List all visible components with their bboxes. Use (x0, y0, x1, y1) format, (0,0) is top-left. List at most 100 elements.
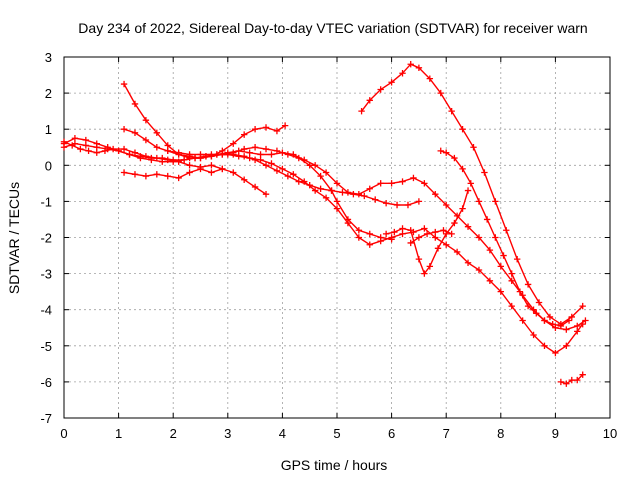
data-point (219, 151, 226, 158)
data-point (262, 145, 270, 153)
data-point (208, 162, 215, 169)
data-point (388, 79, 395, 86)
data-point (388, 180, 395, 187)
data-point (295, 178, 302, 185)
data-point (60, 138, 68, 146)
data-point (377, 86, 384, 93)
data-point (574, 322, 581, 330)
data-point (268, 160, 275, 167)
x-tick-label: 2 (170, 426, 177, 441)
data-point (230, 140, 237, 147)
data-point (344, 216, 352, 223)
data-point (186, 154, 193, 162)
data-point (142, 136, 150, 144)
series-track-2 (358, 61, 586, 328)
data-point (120, 80, 128, 88)
y-tick-label: 3 (45, 50, 52, 65)
data-point (492, 198, 499, 205)
data-point (366, 230, 373, 238)
data-point (142, 172, 150, 180)
data-point (60, 144, 68, 151)
data-point (568, 376, 575, 384)
data-point (448, 230, 455, 238)
data-point (328, 187, 335, 194)
data-point (516, 288, 524, 295)
data-point (219, 165, 226, 173)
data-point (535, 299, 543, 306)
data-point (415, 234, 423, 241)
y-tick-label: 1 (45, 122, 52, 137)
data-point (240, 153, 248, 160)
data-point (377, 180, 384, 187)
x-tick-label: 0 (60, 426, 67, 441)
data-point (486, 246, 494, 254)
data-point (262, 190, 270, 198)
data-point (273, 127, 281, 135)
data-point (246, 149, 253, 156)
data-point (552, 324, 559, 331)
data-point (475, 266, 483, 274)
data-point (142, 116, 150, 124)
data-point (565, 317, 573, 324)
data-point (284, 151, 292, 158)
data-point (361, 192, 368, 200)
series-layer (60, 61, 589, 387)
y-tick-label: -1 (40, 194, 52, 209)
data-point (120, 145, 128, 153)
data-point (273, 147, 281, 155)
y-tick-label: -6 (40, 375, 52, 390)
data-point (415, 198, 423, 205)
data-point (311, 162, 319, 169)
series-track-10 (437, 147, 573, 330)
data-point (306, 162, 313, 169)
data-point (339, 189, 346, 196)
data-point (415, 64, 423, 72)
data-point (579, 371, 586, 378)
x-tick-label: 1 (115, 426, 122, 441)
chart-title: Day 234 of 2022, Sidereal Day-to-day VTE… (78, 20, 587, 36)
data-point (415, 255, 423, 263)
data-point (557, 378, 565, 386)
data-point (582, 317, 589, 324)
x-tick-label: 10 (603, 426, 617, 441)
data-point (175, 174, 182, 182)
data-point (153, 171, 161, 178)
data-point (208, 153, 215, 160)
data-point (251, 144, 259, 151)
data-point (257, 151, 264, 158)
data-point (407, 239, 414, 247)
data-point (432, 228, 439, 236)
data-point (426, 75, 434, 82)
data-point (180, 156, 188, 164)
data-point (404, 201, 412, 209)
data-point (109, 145, 117, 153)
data-point (451, 219, 458, 227)
data-point (197, 154, 204, 162)
data-point (153, 144, 161, 151)
data-point (500, 252, 507, 259)
data-point (120, 126, 128, 133)
data-point (475, 198, 483, 205)
data-point (240, 131, 248, 138)
data-point (71, 135, 79, 142)
data-point (483, 216, 491, 223)
data-point (131, 171, 139, 178)
series-line (123, 128, 420, 206)
data-point (322, 194, 330, 201)
data-point (464, 223, 472, 230)
x-tick-label: 9 (552, 426, 559, 441)
data-point (262, 162, 270, 169)
data-point (197, 165, 204, 173)
data-point (164, 147, 171, 155)
data-point (579, 320, 586, 328)
data-point (120, 169, 128, 176)
y-tick-label: -3 (40, 267, 52, 282)
x-axis-label: GPS time / hours (281, 457, 388, 473)
data-point (399, 230, 406, 238)
data-point (131, 100, 139, 108)
data-point (175, 158, 182, 165)
data-point (153, 154, 161, 162)
data-point (486, 277, 494, 285)
data-point (541, 342, 548, 349)
data-point (399, 178, 406, 185)
